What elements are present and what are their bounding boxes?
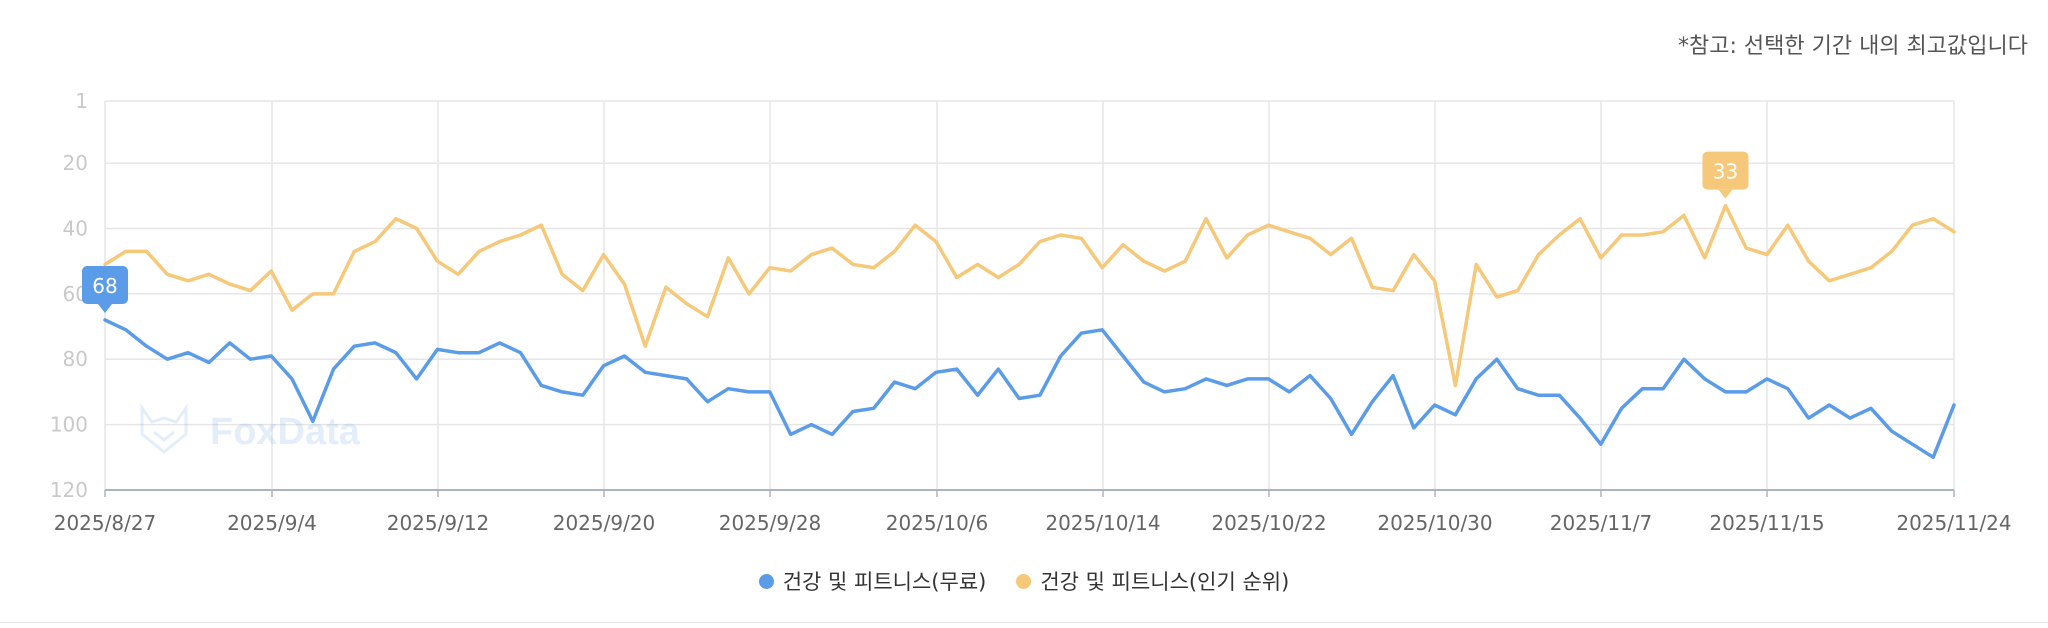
peak-label-popular: 33 <box>1702 151 1749 199</box>
peak-label-free: 68 <box>82 266 128 314</box>
x-tick-label: 2025/10/22 <box>1211 511 1326 535</box>
legend-dot-free <box>758 573 774 589</box>
y-tick-label: 80 <box>63 347 88 371</box>
x-tick-label: 2025/10/14 <box>1045 511 1160 535</box>
x-tick-label: 2025/9/12 <box>387 511 490 535</box>
svg-text:68: 68 <box>92 274 117 298</box>
x-tick-label: 2025/9/28 <box>719 511 822 535</box>
series-line-free[interactable] <box>103 318 1956 460</box>
bottom-divider <box>0 622 2048 623</box>
y-tick-label: 100 <box>50 413 88 437</box>
fox-logo-icon <box>140 403 188 454</box>
x-tick-label: 2025/9/20 <box>553 511 656 535</box>
watermark: FoxData <box>140 403 361 454</box>
x-tick-label: 2025/10/6 <box>886 511 989 535</box>
x-tick-label: 2025/10/30 <box>1377 511 1492 535</box>
grid <box>104 100 1955 491</box>
series-line-popular[interactable] <box>103 203 1956 388</box>
svg-text:33: 33 <box>1713 160 1738 184</box>
series-lines <box>103 203 1956 460</box>
legend-label-popular: 건강 및 피트니스(인기 순위) <box>1040 570 1290 594</box>
y-tick-label: 1 <box>75 89 88 113</box>
x-tick-label: 2025/11/15 <box>1709 511 1824 535</box>
legend-label-free: 건강 및 피트니스(무료) <box>782 570 987 594</box>
legend-dot-popular <box>1016 573 1032 589</box>
peak-value-note: *참고: 선택한 기간 내의 최고값입니다 <box>1678 34 2028 59</box>
legend-item-free[interactable]: 건강 및 피트니스(무료) <box>758 566 987 596</box>
x-tick-label: 2025/11/24 <box>1896 511 2011 535</box>
peak-labels: 68 33 <box>82 151 1749 314</box>
y-tick-label: 20 <box>63 151 88 175</box>
legend: 건강 및 피트니스(무료) 건강 및 피트니스(인기 순위) <box>0 566 2048 596</box>
watermark-text: FoxData <box>210 411 361 453</box>
legend-item-popular[interactable]: 건강 및 피트니스(인기 순위) <box>1016 566 1289 596</box>
x-tick-label: 2025/8/27 <box>54 511 157 535</box>
x-tick-label: 2025/9/4 <box>227 511 317 535</box>
y-tick-label: 120 <box>50 478 88 502</box>
y-tick-label: 40 <box>63 216 88 240</box>
x-axis-ticks: 2025/8/27 2025/9/4 2025/9/12 2025/9/20 2025/… <box>54 489 2012 535</box>
x-tick-label: 2025/11/7 <box>1550 511 1653 535</box>
